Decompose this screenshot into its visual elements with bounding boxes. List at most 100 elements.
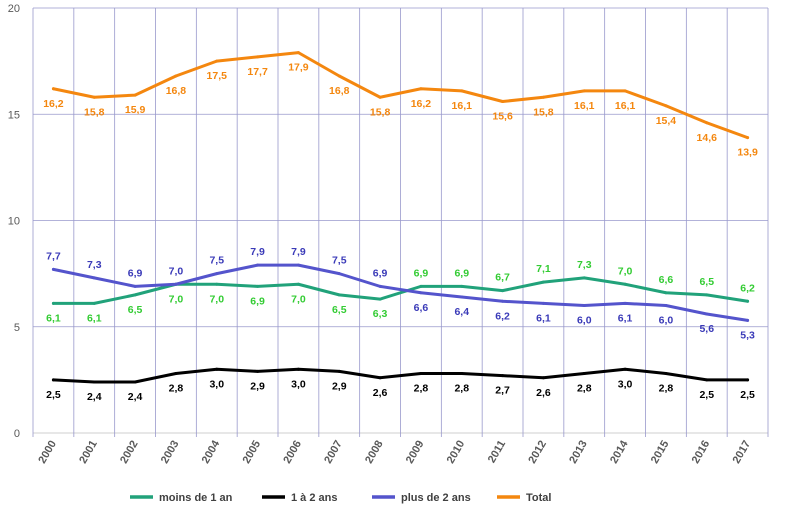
data-label: 16,8 bbox=[329, 85, 350, 97]
data-point bbox=[337, 74, 341, 78]
data-point bbox=[51, 301, 55, 305]
data-label: 6,3 bbox=[373, 308, 388, 320]
data-label: 2,9 bbox=[332, 380, 347, 392]
data-point bbox=[337, 369, 341, 373]
data-label: 7,3 bbox=[577, 259, 592, 271]
data-point bbox=[541, 301, 545, 305]
data-point bbox=[296, 51, 300, 55]
data-point bbox=[746, 318, 750, 322]
data-label: 6,9 bbox=[414, 267, 429, 279]
data-point bbox=[501, 299, 505, 303]
x-tick-label: 2004 bbox=[200, 438, 223, 466]
data-point bbox=[51, 87, 55, 91]
data-labels: 6,1 6,1 6,5 7,0 7,0 6,9 7,0 6,5 6,3 6,9 6,9 6,7 7,1 7… bbox=[43, 62, 758, 403]
data-point bbox=[296, 367, 300, 371]
data-point bbox=[582, 372, 586, 375]
x-tick-label: 2015 bbox=[649, 439, 672, 466]
data-point bbox=[378, 284, 382, 288]
data-label: 6,9 bbox=[454, 267, 469, 279]
data-label: 7,9 bbox=[291, 246, 306, 258]
data-label: 6,9 bbox=[373, 267, 388, 279]
x-tick-label: 2007 bbox=[322, 439, 345, 466]
data-label: 16,1 bbox=[574, 100, 595, 112]
data-label: 16,2 bbox=[411, 98, 432, 110]
legend-label: plus de 2 ans bbox=[401, 492, 471, 504]
x-tick-label: 2000 bbox=[36, 439, 59, 466]
series-line bbox=[51, 367, 750, 384]
data-label: 2,9 bbox=[250, 380, 265, 392]
x-tick-label: 2005 bbox=[241, 439, 264, 466]
data-label: 2,6 bbox=[373, 387, 388, 399]
data-point bbox=[133, 380, 137, 384]
data-label: 17,5 bbox=[207, 70, 228, 82]
y-axis: 0 5 10 15 20 bbox=[8, 3, 20, 440]
x-tick-label: 2010 bbox=[445, 439, 468, 466]
x-tick-label: 2003 bbox=[159, 439, 182, 466]
data-label: 3,0 bbox=[209, 378, 224, 390]
data-point bbox=[501, 100, 505, 103]
data-label: 7,0 bbox=[169, 265, 184, 277]
data-point bbox=[582, 89, 586, 93]
y-tick-label: 0 bbox=[14, 428, 20, 440]
data-point bbox=[623, 89, 627, 93]
data-label: 6,0 bbox=[659, 315, 674, 327]
x-tick-label: 2012 bbox=[526, 439, 549, 466]
data-point bbox=[133, 293, 137, 297]
data-point bbox=[705, 378, 709, 382]
data-point bbox=[419, 372, 423, 375]
x-tick-label: 2014 bbox=[608, 438, 631, 466]
x-tick-label: 2011 bbox=[486, 439, 508, 466]
data-point bbox=[51, 267, 55, 271]
data-label: 16,8 bbox=[166, 85, 187, 97]
data-label: 7,0 bbox=[169, 293, 184, 305]
y-tick-label: 5 bbox=[14, 322, 20, 334]
data-label: 6,0 bbox=[577, 315, 592, 327]
data-label: 6,7 bbox=[495, 272, 510, 284]
data-point bbox=[419, 87, 423, 91]
x-tick-label: 2001 bbox=[77, 439, 100, 466]
legend-label: moins de 1 an bbox=[159, 492, 233, 504]
data-label: 6,1 bbox=[87, 312, 102, 324]
data-label: 6,9 bbox=[250, 295, 265, 307]
series-line bbox=[51, 263, 750, 322]
data-point bbox=[664, 104, 668, 108]
data-label: 16,1 bbox=[615, 100, 636, 112]
data-point bbox=[92, 95, 96, 99]
data-point bbox=[215, 367, 219, 371]
data-label: 7,7 bbox=[46, 250, 61, 262]
data-point bbox=[174, 74, 178, 78]
data-point bbox=[705, 293, 709, 297]
data-label: 15,9 bbox=[125, 104, 146, 116]
data-label: 7,1 bbox=[536, 263, 551, 275]
data-label: 15,6 bbox=[492, 111, 513, 123]
data-point bbox=[419, 291, 423, 295]
data-label: 15,8 bbox=[533, 106, 554, 118]
x-tick-label: 2009 bbox=[404, 439, 427, 466]
x-tick-label: 2016 bbox=[690, 439, 713, 466]
data-point bbox=[92, 380, 96, 384]
data-point bbox=[460, 89, 464, 93]
y-tick-label: 15 bbox=[8, 109, 20, 121]
data-label: 5,3 bbox=[740, 329, 755, 341]
data-label: 2,5 bbox=[699, 389, 714, 401]
data-point bbox=[460, 372, 464, 375]
x-tick-label: 2013 bbox=[567, 439, 590, 466]
data-point bbox=[256, 369, 260, 373]
data-label: 2,8 bbox=[454, 383, 469, 395]
data-point bbox=[296, 282, 300, 286]
data-point bbox=[623, 301, 627, 305]
data-point bbox=[378, 95, 382, 99]
data-point bbox=[664, 372, 668, 375]
data-label: 6,9 bbox=[128, 267, 143, 279]
data-point bbox=[582, 304, 586, 307]
data-label: 7,0 bbox=[209, 293, 224, 305]
data-label: 15,4 bbox=[656, 115, 677, 127]
data-label: 7,5 bbox=[332, 255, 347, 267]
data-label: 13,9 bbox=[737, 147, 758, 159]
data-point bbox=[705, 312, 709, 316]
data-label: 2,8 bbox=[169, 383, 184, 395]
data-label: 15,8 bbox=[370, 106, 391, 118]
data-point bbox=[501, 289, 505, 293]
legend-label: Total bbox=[526, 492, 551, 504]
data-label: 6,1 bbox=[618, 312, 633, 324]
